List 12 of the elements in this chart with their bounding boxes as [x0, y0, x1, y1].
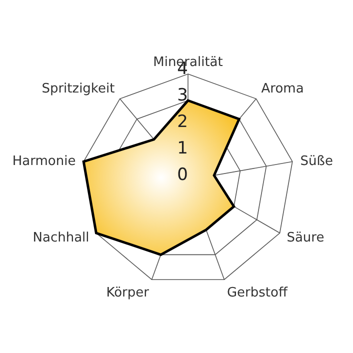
spoke-label: Körper — [106, 285, 150, 300]
y-tick-label: 2 — [177, 112, 188, 132]
spoke-label: Nachhall — [32, 230, 90, 246]
y-tick-label: 0 — [177, 165, 188, 185]
spoke-label: Süße — [300, 154, 333, 169]
spoke-label: Gerbstoff — [226, 285, 288, 300]
spoke-label: Harmonie — [12, 154, 76, 169]
spoke-label: Säure — [286, 230, 324, 246]
y-tick-label: 1 — [177, 138, 188, 158]
spoke-label: Aroma — [261, 82, 304, 97]
y-tick-label: 3 — [177, 86, 188, 106]
spoke-label: Spritzigkeit — [42, 82, 115, 97]
